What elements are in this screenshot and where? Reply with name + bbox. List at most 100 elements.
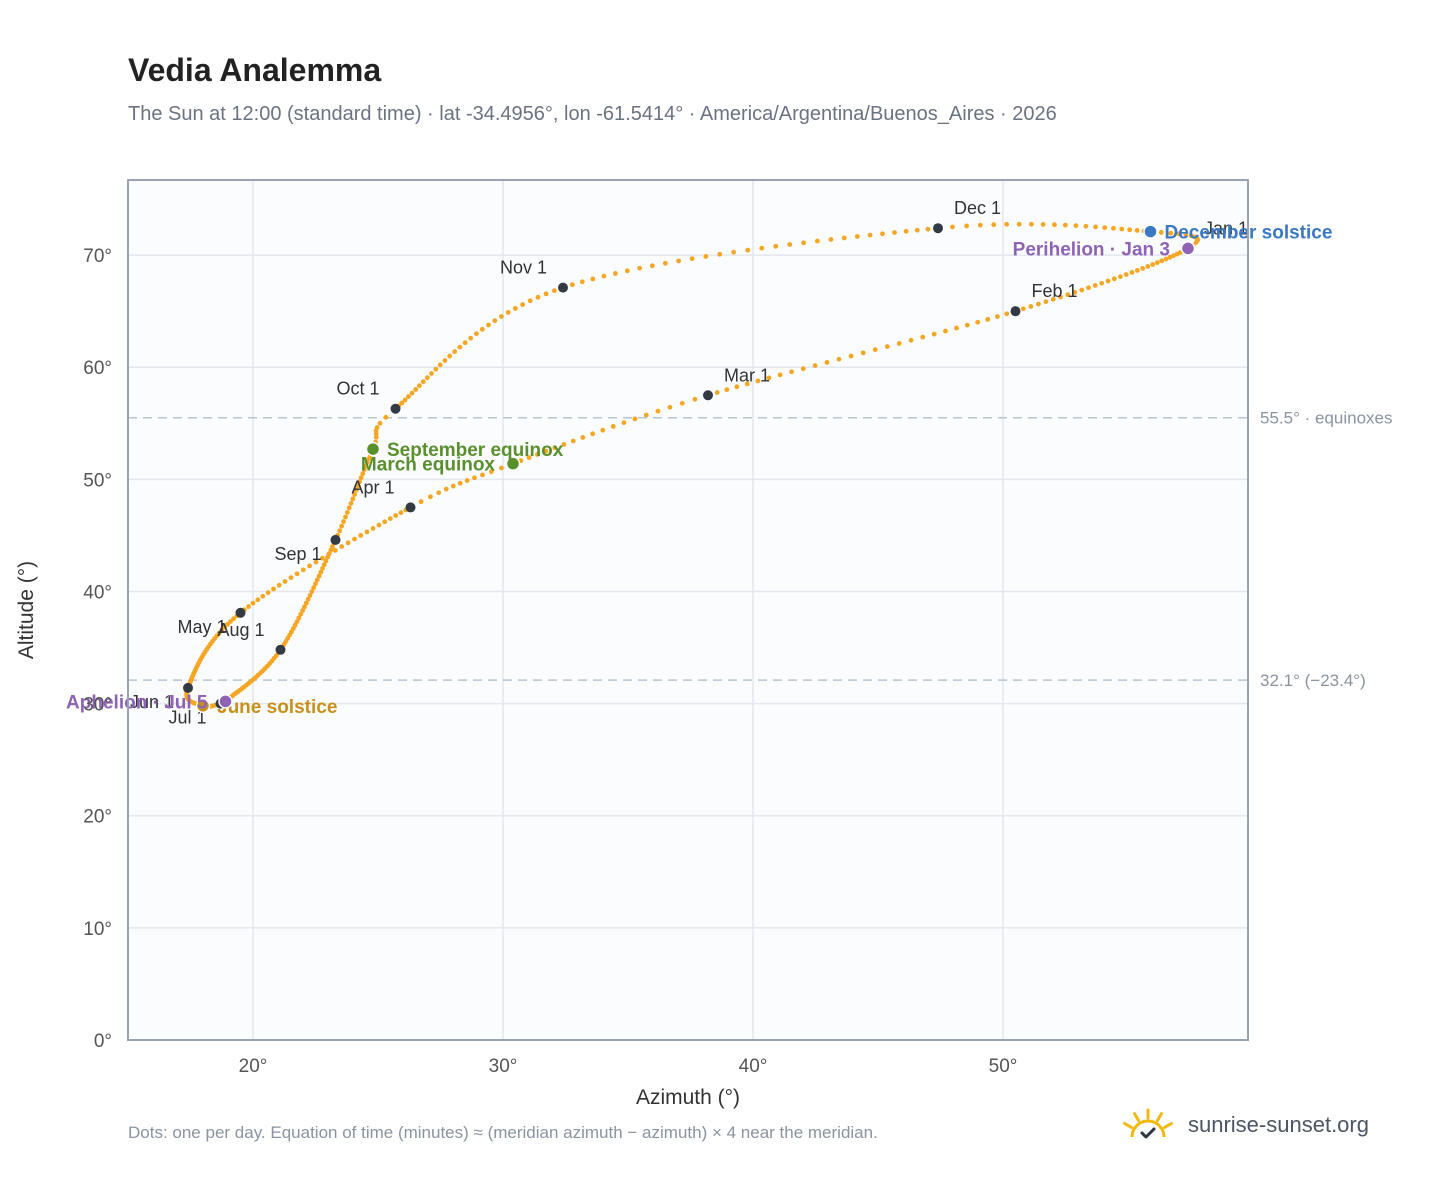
x-tick-label: 30° — [489, 1056, 518, 1077]
y-tick-label: 70° — [83, 246, 112, 267]
day-dot — [1072, 289, 1078, 295]
day-dot — [363, 463, 369, 469]
day-dot — [632, 416, 638, 422]
day-dot — [320, 565, 325, 571]
day-dot — [985, 316, 991, 322]
day-dot — [300, 608, 305, 614]
day-dot — [323, 558, 329, 564]
day-dot — [271, 586, 276, 592]
day-dot — [377, 420, 383, 426]
day-dot — [353, 487, 359, 493]
day-dot — [964, 223, 970, 229]
day-dot — [399, 400, 405, 406]
event-label: Aphelion · Jul 5 — [66, 692, 208, 713]
day-dot — [1079, 287, 1085, 293]
day-dot — [437, 362, 443, 368]
day-dot — [1176, 231, 1182, 237]
day-dot — [355, 483, 361, 489]
event-label: September equinox — [387, 440, 564, 461]
day-dot — [413, 387, 419, 392]
day-dot — [812, 363, 818, 368]
day-dot — [600, 427, 606, 433]
day-dot — [1188, 233, 1194, 239]
day-dot — [662, 260, 668, 266]
chart-subtitle: The Sun at 12:00 (standard time) · lat -… — [128, 103, 1057, 125]
day-dot — [977, 222, 983, 228]
footnote: Dots: one per day. Equation of time (min… — [128, 1123, 878, 1142]
day-dot — [282, 579, 288, 584]
sun-logo-icon — [1123, 1108, 1173, 1139]
day-dot — [228, 619, 233, 624]
day-dot — [424, 375, 430, 381]
day-dot — [1150, 262, 1156, 267]
day-dot — [260, 593, 266, 599]
day-dot — [848, 353, 854, 359]
day-dot — [358, 533, 364, 538]
axes: 20° 30° 40° 50° 0° 10° 20° 30° 40° 50° 60° 70° Azimu… — [15, 179, 1249, 1109]
day-dot — [1052, 222, 1057, 228]
day-dot — [755, 378, 761, 384]
day-dot — [655, 408, 661, 414]
day-dot — [443, 486, 449, 492]
month-marker — [390, 403, 401, 414]
day-dot — [610, 424, 616, 429]
day-dot — [1111, 276, 1117, 282]
day-dot — [300, 567, 306, 573]
day-dot — [305, 596, 311, 602]
day-dot — [714, 390, 720, 395]
brand[interactable]: sunrise-sunset.org — [1120, 1100, 1369, 1150]
day-dot — [499, 314, 504, 319]
day-dot — [1134, 228, 1140, 233]
day-dot — [309, 589, 315, 594]
event-marker — [505, 456, 521, 471]
event-marker — [365, 441, 381, 457]
event-marker — [195, 698, 211, 714]
day-dot — [543, 448, 549, 454]
plot-background — [128, 180, 1248, 1040]
day-dot — [486, 322, 491, 328]
day-dot — [311, 585, 317, 591]
day-dot — [734, 384, 740, 390]
day-dot — [1105, 278, 1111, 284]
day-dot — [535, 294, 541, 300]
month-label: Dec 1 — [954, 198, 1001, 218]
day-dot — [1168, 230, 1174, 236]
day-dot — [1004, 221, 1010, 227]
day-dot — [527, 298, 533, 304]
month-label: Oct 1 — [336, 379, 379, 399]
day-dot — [908, 337, 914, 343]
month-marker — [183, 682, 193, 693]
month-marker — [558, 282, 568, 293]
day-dot — [724, 387, 730, 393]
y-tick-label: 20° — [83, 807, 112, 828]
day-dot — [1171, 253, 1176, 259]
day-dot — [551, 288, 557, 294]
month-marker — [405, 502, 416, 513]
logo-ray — [1133, 1112, 1140, 1123]
day-dot — [824, 359, 830, 365]
day-dot — [773, 243, 779, 249]
day-dot — [345, 540, 351, 546]
day-dot — [352, 536, 357, 542]
day-dot — [1134, 267, 1140, 273]
day-dot — [474, 331, 479, 337]
y-axis-title: Altitude (°) — [15, 561, 38, 659]
day-dot — [903, 228, 909, 234]
day-dot — [1004, 311, 1010, 317]
day-dot — [288, 575, 294, 581]
day-dot — [643, 412, 649, 418]
day-dot — [637, 265, 643, 271]
day-dot — [1016, 221, 1022, 227]
day-dot — [332, 547, 338, 553]
month-marker — [275, 644, 286, 655]
day-dot — [1050, 296, 1056, 302]
day-dot — [255, 597, 261, 603]
day-dot — [436, 490, 442, 496]
day-dot — [526, 455, 532, 460]
day-dot — [472, 475, 477, 481]
day-dot — [265, 590, 271, 596]
day-dot — [744, 381, 750, 387]
day-dot — [292, 622, 298, 628]
day-dot — [344, 510, 350, 515]
day-dot — [880, 231, 885, 237]
